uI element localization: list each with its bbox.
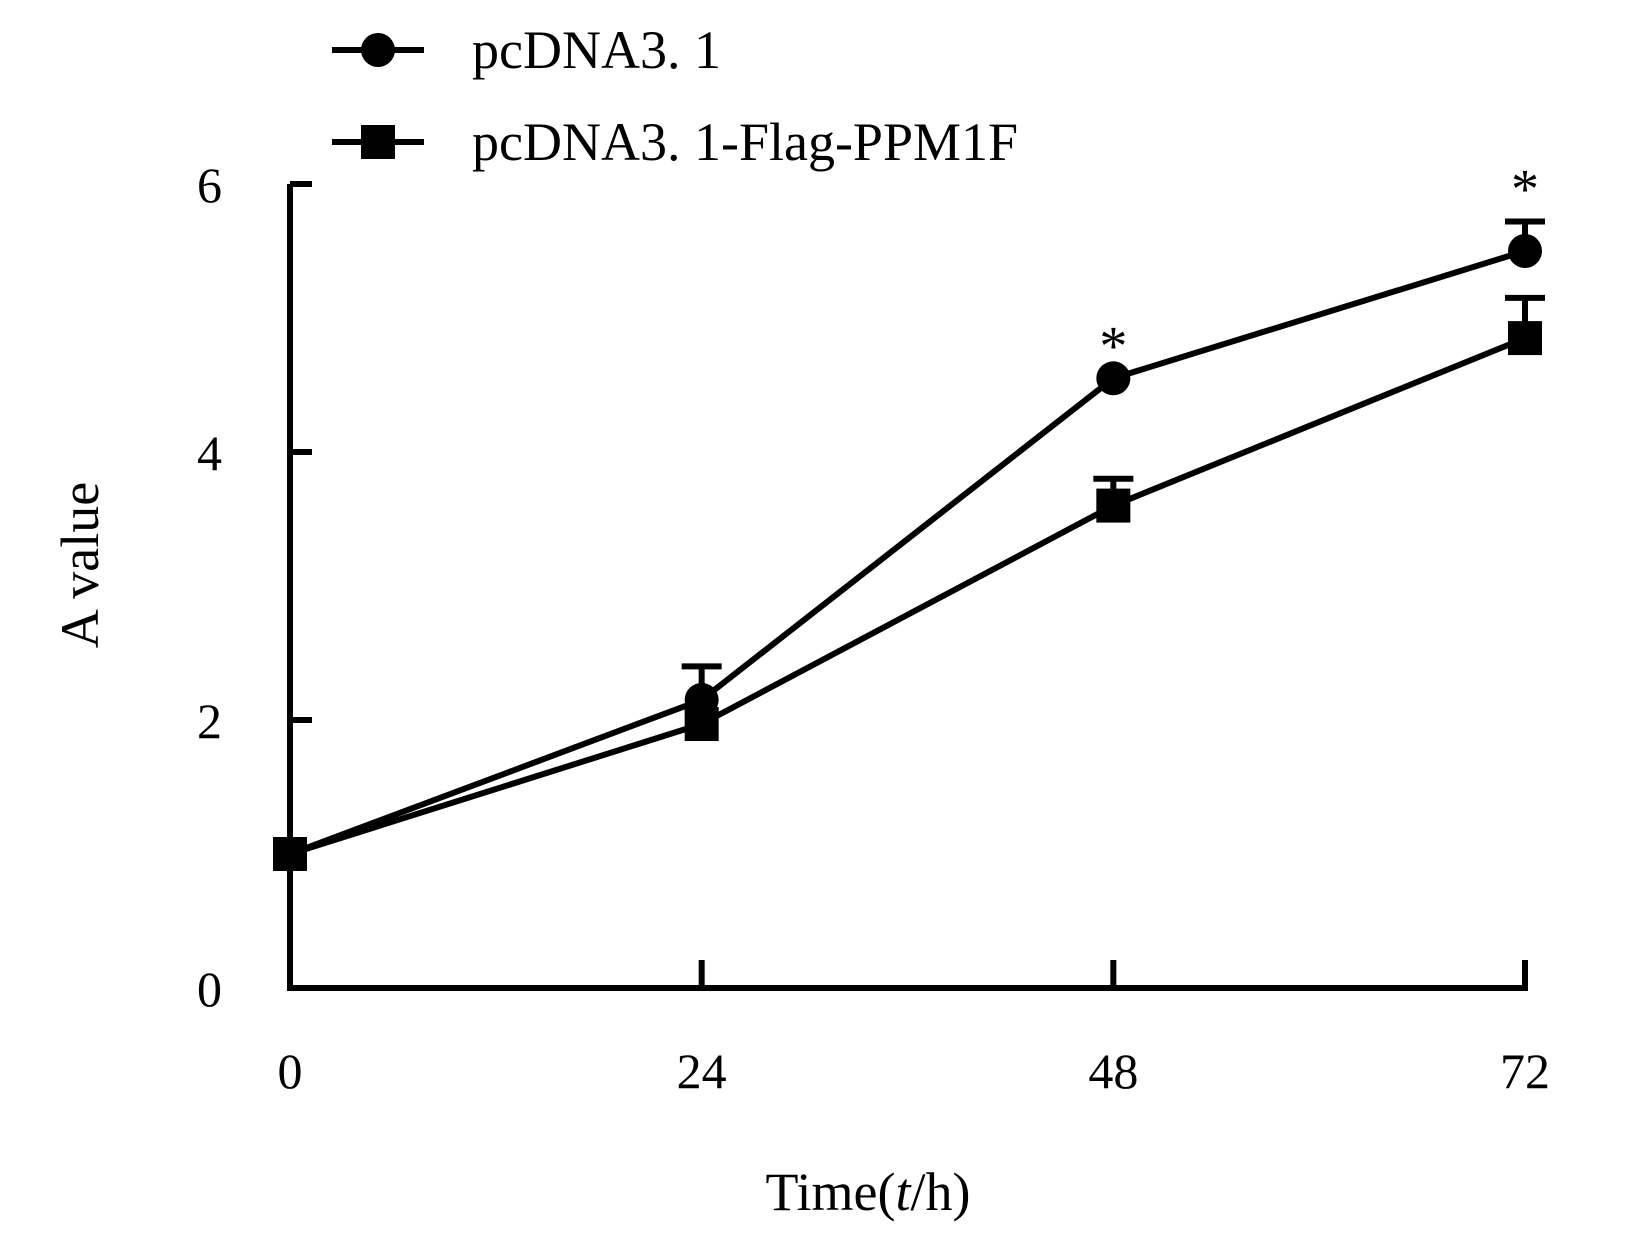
significance-star: * [1099, 315, 1127, 377]
data-point [273, 837, 307, 871]
x-tick-label: 0 [278, 1043, 303, 1099]
x-axis-label-suffix: /h) [911, 1162, 971, 1222]
x-tick-label: 48 [1088, 1043, 1138, 1099]
x-axis-label: Time(t/h) [765, 1162, 970, 1222]
series-2 [273, 294, 1545, 871]
x-axis-label-prefix: Time( [765, 1162, 895, 1222]
x-tick-label: 24 [677, 1043, 727, 1099]
x-tick-label: 72 [1500, 1043, 1550, 1099]
y-tick-label: 6 [197, 157, 222, 213]
y-tick-label: 0 [197, 961, 222, 1017]
y-axis-label: A value [50, 482, 110, 648]
legend: pcDNA3. 1 pcDNA3. 1-Flag-PPM1F [332, 20, 1018, 172]
legend-item-2: pcDNA3. 1-Flag-PPM1F [332, 112, 1018, 172]
series-line [288, 248, 1526, 857]
data-point [1096, 488, 1131, 523]
legend-marker [361, 33, 395, 67]
annotation-layer: ** [1099, 159, 1539, 378]
data-point [684, 707, 719, 742]
data-point [1508, 234, 1542, 268]
data-point [1096, 361, 1131, 396]
data-point [1508, 321, 1542, 356]
legend-label: pcDNA3. 1-Flag-PPM1F [472, 112, 1018, 172]
y-tick-label: 2 [197, 693, 222, 749]
series-1 [273, 218, 1545, 871]
series-layer [273, 218, 1545, 871]
series-line [289, 335, 1527, 857]
significance-star: * [1511, 159, 1539, 221]
x-axis-label-variable: t [896, 1162, 913, 1222]
y-tick-label: 4 [197, 425, 222, 481]
legend-item-1: pcDNA3. 1 [332, 20, 721, 80]
legend-marker [361, 125, 395, 159]
legend-label: pcDNA3. 1 [472, 20, 721, 80]
